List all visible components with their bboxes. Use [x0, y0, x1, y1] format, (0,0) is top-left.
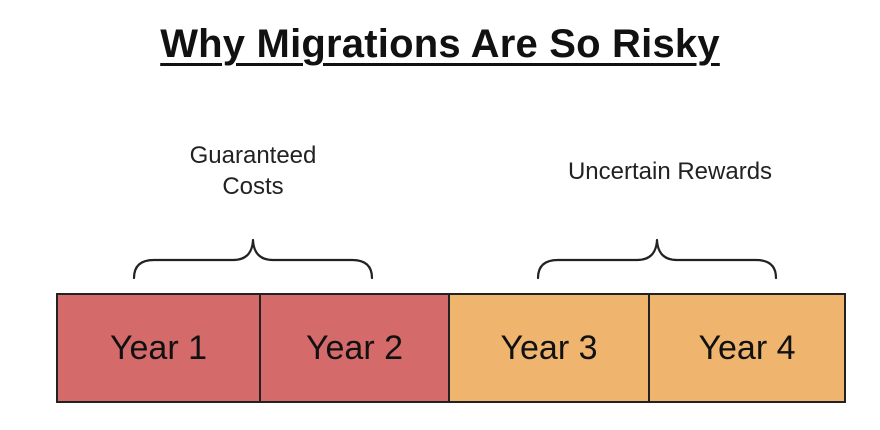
year-2-label: Year 2 [305, 328, 404, 367]
year-timeline: Year 1 Year 2 Year 3 Year 4 [56, 293, 846, 403]
uncertain-rewards-label: Uncertain Rewards [567, 158, 773, 185]
year-3-cell: Year 3 [448, 295, 648, 401]
year-4-label: Year 4 [698, 328, 796, 367]
year-1-cell: Year 1 [58, 295, 259, 401]
year-2-cell: Year 2 [259, 295, 448, 401]
year-4-cell: Year 4 [648, 295, 844, 401]
year-1-label: Year 1 [109, 328, 208, 367]
diagram-title: Why Migrations Are So Risky [160, 22, 720, 66]
guaranteed-costs-label: Guaranteed Costs [189, 142, 317, 200]
rewards-brace-icon [536, 238, 778, 280]
costs-brace-icon [132, 238, 374, 280]
year-3-label: Year 3 [500, 328, 598, 367]
